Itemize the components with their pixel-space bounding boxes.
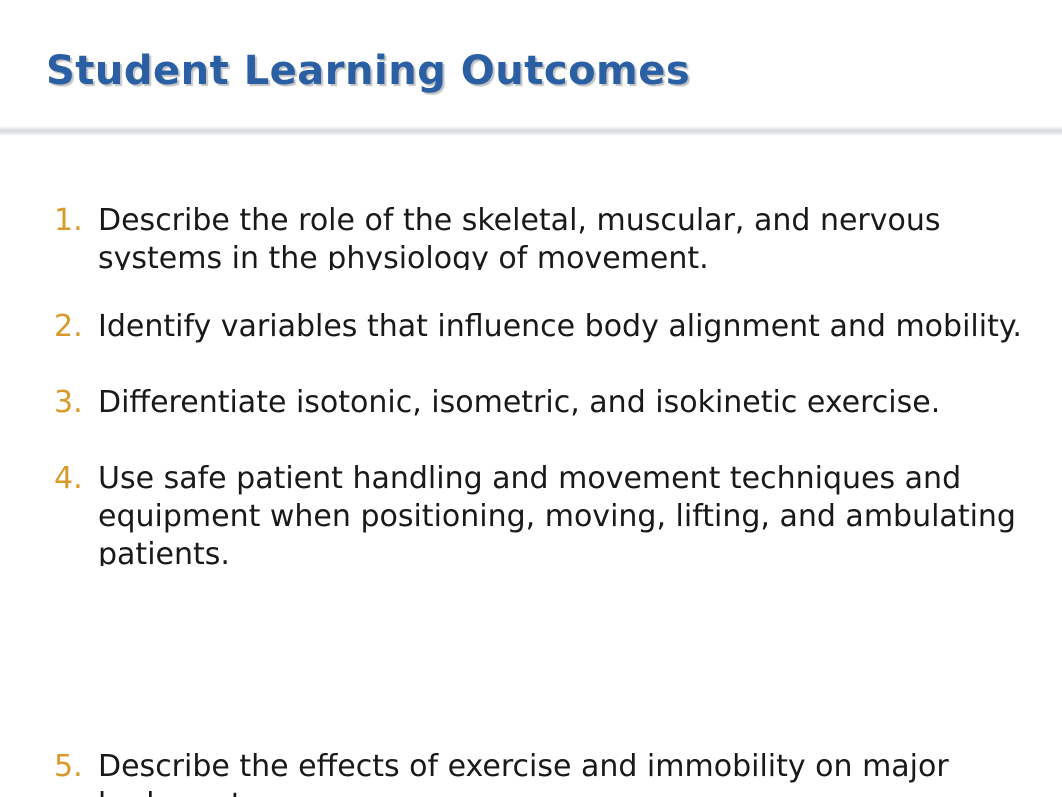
- item-number: 5.: [52, 748, 98, 786]
- item-text: Use safe patient handling and movement t…: [98, 460, 1032, 566]
- slide-title: Student Learning Outcomes: [46, 48, 690, 94]
- item-text: Identify variables that influence body a…: [98, 308, 1032, 346]
- item-text: Describe the role of the skeletal, muscu…: [98, 202, 1032, 270]
- list-item: 2. Identify variables that influence bod…: [52, 308, 1032, 346]
- item-number: 1.: [52, 202, 98, 240]
- item-text: Differentiate isotonic, isometric, and i…: [98, 384, 1032, 422]
- list-item: 4. Use safe patient handling and movemen…: [52, 460, 1032, 566]
- list-item: 1. Describe the role of the skeletal, mu…: [52, 202, 1032, 270]
- item-number: 2.: [52, 308, 98, 346]
- item-text: Describe the effects of exercise and imm…: [98, 748, 1032, 797]
- slide: Student Learning Outcomes 1. Describe th…: [0, 0, 1062, 797]
- list-item: 3. Differentiate isotonic, isometric, an…: [52, 384, 1032, 422]
- item-number: 4.: [52, 460, 98, 498]
- title-divider: [0, 126, 1062, 136]
- outcomes-list: 1. Describe the role of the skeletal, mu…: [52, 202, 1032, 797]
- item-number: 3.: [52, 384, 98, 422]
- list-item: 5. Describe the effects of exercise and …: [52, 748, 1032, 797]
